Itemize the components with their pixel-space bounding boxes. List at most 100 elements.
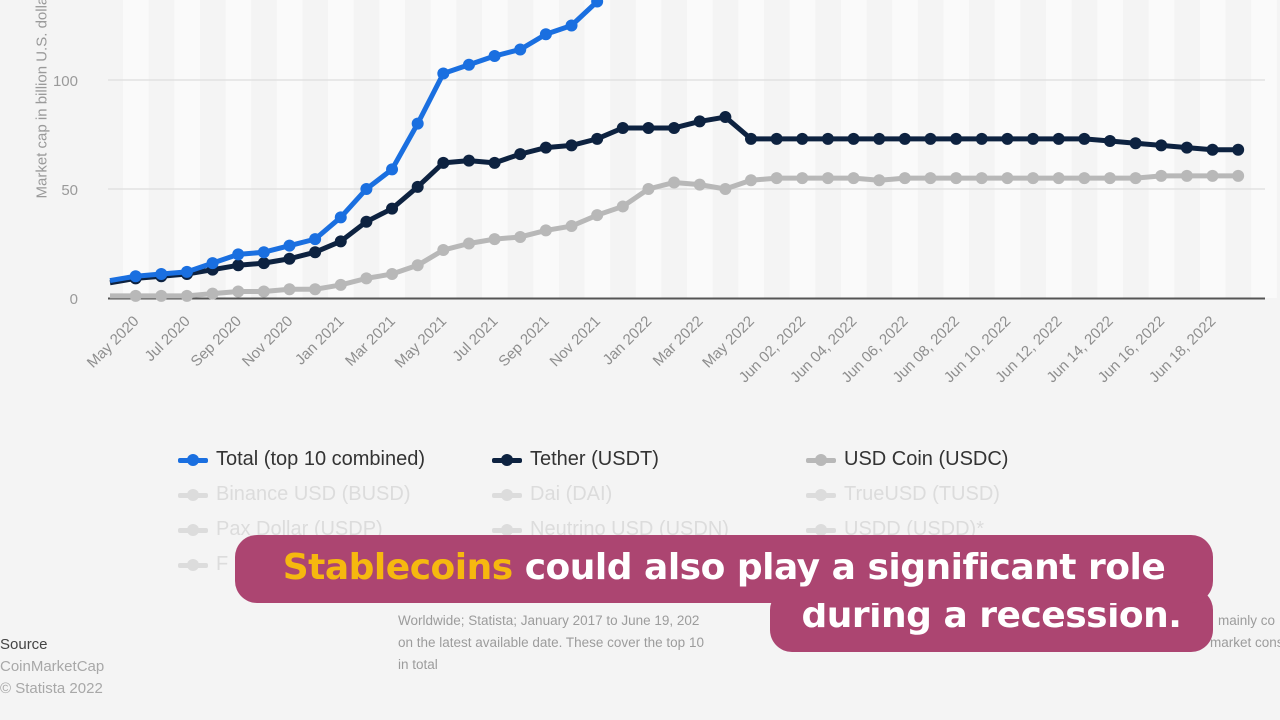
- data-point[interactable]: [745, 174, 757, 187]
- data-point[interactable]: [539, 28, 552, 41]
- data-point[interactable]: [642, 121, 655, 134]
- data-point[interactable]: [386, 163, 399, 176]
- data-point[interactable]: [232, 285, 245, 298]
- data-point[interactable]: [437, 244, 450, 257]
- data-point[interactable]: [334, 278, 347, 291]
- data-point[interactable]: [437, 67, 450, 80]
- data-point[interactable]: [129, 270, 142, 283]
- data-point[interactable]: [1155, 169, 1168, 182]
- data-point[interactable]: [283, 239, 296, 252]
- legend-item[interactable]: Neutrino USD (USDN): [492, 518, 729, 541]
- data-point[interactable]: [360, 183, 373, 195]
- data-point[interactable]: [411, 180, 424, 193]
- data-point[interactable]: [847, 172, 860, 185]
- data-point[interactable]: [309, 283, 322, 296]
- legend-item[interactable]: F: [178, 553, 228, 576]
- data-point[interactable]: [206, 287, 219, 300]
- data-point[interactable]: [693, 178, 706, 191]
- data-point[interactable]: [898, 172, 911, 185]
- data-point[interactable]: [1155, 139, 1168, 152]
- data-point[interactable]: [975, 132, 988, 145]
- data-point[interactable]: [821, 132, 834, 145]
- data-point[interactable]: [360, 215, 373, 228]
- data-point[interactable]: [719, 111, 732, 124]
- data-point[interactable]: [770, 132, 783, 145]
- data-point[interactable]: [1052, 172, 1065, 185]
- data-point[interactable]: [873, 132, 886, 145]
- data-point[interactable]: [1001, 132, 1014, 145]
- legend-item[interactable]: USD Coin (USDC): [806, 448, 1008, 471]
- legend-item[interactable]: Tether (USDT): [492, 448, 659, 471]
- data-point[interactable]: [1103, 172, 1116, 185]
- data-point[interactable]: [1103, 135, 1116, 148]
- data-point[interactable]: [309, 233, 322, 246]
- data-point[interactable]: [386, 202, 399, 215]
- data-point[interactable]: [514, 148, 527, 161]
- data-point[interactable]: [770, 172, 783, 185]
- legend-item[interactable]: USDD (USDD)*: [806, 518, 984, 541]
- data-point[interactable]: [1027, 132, 1040, 145]
- data-point[interactable]: [283, 283, 296, 296]
- data-point[interactable]: [1180, 169, 1193, 182]
- data-point[interactable]: [411, 117, 424, 130]
- data-point[interactable]: [488, 156, 501, 169]
- data-point[interactable]: [591, 209, 604, 222]
- data-point[interactable]: [411, 259, 424, 272]
- data-point[interactable]: [719, 183, 732, 195]
- data-point[interactable]: [924, 172, 937, 185]
- data-point[interactable]: [283, 252, 296, 265]
- data-point[interactable]: [462, 58, 475, 71]
- legend-item[interactable]: Binance USD (BUSD): [178, 483, 411, 506]
- data-point[interactable]: [257, 285, 270, 298]
- data-point[interactable]: [565, 139, 578, 152]
- data-point[interactable]: [514, 43, 527, 56]
- data-point[interactable]: [591, 0, 604, 8]
- data-point[interactable]: [898, 132, 911, 145]
- legend-item[interactable]: Total (top 10 combined): [178, 448, 425, 471]
- data-point[interactable]: [1232, 169, 1245, 182]
- data-point[interactable]: [360, 272, 373, 285]
- data-point[interactable]: [257, 246, 270, 259]
- data-point[interactable]: [129, 289, 142, 302]
- data-point[interactable]: [488, 50, 501, 63]
- data-point[interactable]: [437, 156, 450, 169]
- data-point[interactable]: [232, 248, 245, 261]
- data-point[interactable]: [257, 257, 270, 270]
- data-point[interactable]: [1078, 132, 1091, 145]
- data-point[interactable]: [796, 132, 809, 145]
- data-point[interactable]: [386, 268, 399, 281]
- data-point[interactable]: [1129, 137, 1142, 150]
- data-point[interactable]: [616, 121, 629, 134]
- data-point[interactable]: [1078, 172, 1091, 185]
- data-point[interactable]: [155, 268, 168, 281]
- data-point[interactable]: [1001, 172, 1014, 185]
- data-point[interactable]: [180, 289, 193, 302]
- data-point[interactable]: [1052, 132, 1065, 145]
- data-point[interactable]: [334, 235, 347, 248]
- data-point[interactable]: [1232, 143, 1245, 156]
- data-point[interactable]: [206, 257, 219, 270]
- data-point[interactable]: [539, 141, 552, 154]
- data-point[interactable]: [309, 246, 322, 259]
- data-point[interactable]: [924, 132, 937, 145]
- data-point[interactable]: [1027, 172, 1040, 185]
- legend-item[interactable]: TrueUSD (TUSD): [806, 483, 1000, 506]
- data-point[interactable]: [950, 172, 963, 185]
- data-point[interactable]: [616, 200, 629, 213]
- data-point[interactable]: [591, 132, 604, 145]
- data-point[interactable]: [462, 237, 475, 250]
- data-point[interactable]: [821, 172, 834, 185]
- data-point[interactable]: [232, 259, 245, 272]
- data-point[interactable]: [488, 233, 501, 246]
- data-point[interactable]: [847, 132, 860, 145]
- data-point[interactable]: [334, 211, 347, 224]
- legend-item[interactable]: Dai (DAI): [492, 483, 612, 506]
- data-point[interactable]: [180, 265, 193, 278]
- data-point[interactable]: [975, 172, 988, 185]
- legend-item[interactable]: Pax Dollar (USDP): [178, 518, 383, 541]
- data-point[interactable]: [1206, 169, 1219, 182]
- data-point[interactable]: [1129, 172, 1142, 185]
- data-point[interactable]: [642, 183, 655, 195]
- data-point[interactable]: [745, 132, 757, 145]
- data-point[interactable]: [514, 230, 527, 243]
